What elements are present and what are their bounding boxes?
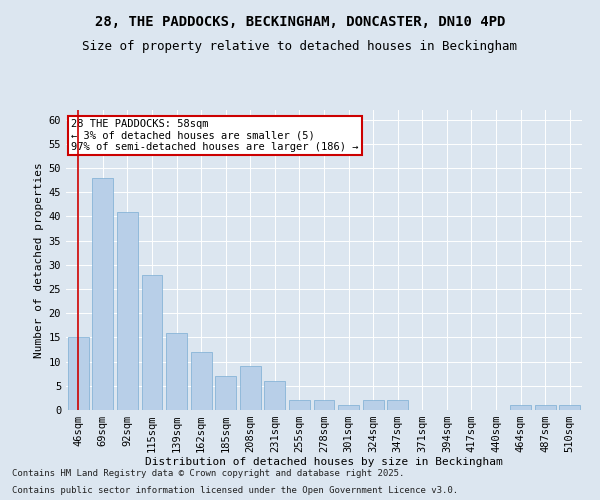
Text: Contains HM Land Registry data © Crown copyright and database right 2025.: Contains HM Land Registry data © Crown c…	[12, 468, 404, 477]
Bar	[68, 338, 89, 410]
Text: Size of property relative to detached houses in Beckingham: Size of property relative to detached ho…	[83, 40, 517, 53]
Bar	[535, 405, 556, 410]
Bar	[314, 400, 334, 410]
Text: 28, THE PADDOCKS, BECKINGHAM, DONCASTER, DN10 4PD: 28, THE PADDOCKS, BECKINGHAM, DONCASTER,…	[95, 15, 505, 29]
Bar	[166, 332, 187, 410]
Bar	[559, 405, 580, 410]
Y-axis label: Number of detached properties: Number of detached properties	[34, 162, 44, 358]
Text: 28 THE PADDOCKS: 58sqm
← 3% of detached houses are smaller (5)
97% of semi-detac: 28 THE PADDOCKS: 58sqm ← 3% of detached …	[71, 119, 359, 152]
Bar	[215, 376, 236, 410]
X-axis label: Distribution of detached houses by size in Beckingham: Distribution of detached houses by size …	[145, 456, 503, 466]
Bar	[387, 400, 408, 410]
Bar	[265, 381, 286, 410]
Bar	[289, 400, 310, 410]
Bar	[117, 212, 138, 410]
Bar	[362, 400, 383, 410]
Bar	[191, 352, 212, 410]
Bar	[510, 405, 531, 410]
Bar	[338, 405, 359, 410]
Bar	[240, 366, 261, 410]
Bar	[92, 178, 113, 410]
Text: Contains public sector information licensed under the Open Government Licence v3: Contains public sector information licen…	[12, 486, 458, 495]
Bar	[142, 274, 163, 410]
